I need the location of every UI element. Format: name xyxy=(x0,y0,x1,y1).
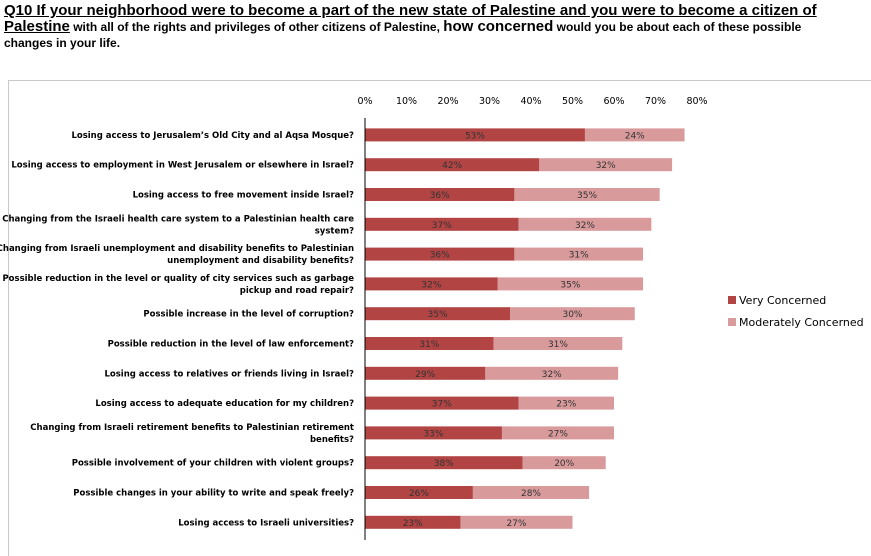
x-tick-label: 20% xyxy=(437,96,458,107)
bar-very-concerned xyxy=(365,217,519,231)
bar-very-concerned xyxy=(365,158,540,172)
category-label: Losing access to relatives or friends li… xyxy=(104,369,354,379)
data-label: 36% xyxy=(430,191,450,201)
x-tick-labels: 0% 10% 20% 30% 40% 50% 60% 70% 80% xyxy=(357,96,707,107)
bar-moderately-concerned xyxy=(518,396,614,410)
data-label: 24% xyxy=(625,131,645,141)
bar-very-concerned xyxy=(365,277,498,291)
bar-moderately-concerned xyxy=(472,486,590,499)
heading-part1: Q10 If your neighborhood were to become … xyxy=(4,2,817,19)
data-label: 32% xyxy=(421,280,441,290)
category-label: Changing from the Israeli health care sy… xyxy=(2,214,354,224)
legend-label-very: Very Concerned xyxy=(739,294,826,307)
category-label: Losing access to adequate education for … xyxy=(95,399,354,409)
category-label: Possible changes in your ability to writ… xyxy=(73,489,354,499)
chart-frame xyxy=(8,80,871,556)
x-tick-label: 60% xyxy=(603,96,624,107)
data-label: 20% xyxy=(554,459,574,469)
data-label: 27% xyxy=(506,519,526,529)
category-label: Losing access to free movement inside Is… xyxy=(133,191,354,201)
data-label: 35% xyxy=(577,191,597,201)
category-label: pickup and road repair? xyxy=(240,286,354,296)
legend-swatch-very xyxy=(728,296,736,304)
data-label: 31% xyxy=(548,340,568,350)
bar-very-concerned xyxy=(365,366,486,380)
data-label: 42% xyxy=(442,161,462,171)
data-label: 38% xyxy=(434,459,454,469)
bar-very-concerned xyxy=(365,426,502,440)
category-label: Changing from Israeli unemployment and d… xyxy=(0,244,354,254)
data-label: 37% xyxy=(432,400,452,410)
category-label: system? xyxy=(315,226,354,236)
bar-moderately-concerned xyxy=(518,217,652,231)
heading-part3: with all of the rights and privileges of… xyxy=(69,20,444,34)
bar-moderately-concerned xyxy=(514,188,660,201)
data-label: 36% xyxy=(430,251,450,261)
data-label: 31% xyxy=(419,340,439,350)
bar-moderately-concerned xyxy=(539,158,673,172)
category-label: Possible involvement of your children wi… xyxy=(72,459,354,469)
bar-very-concerned xyxy=(365,515,461,529)
question-heading: Q10 If your neighborhood were to become … xyxy=(4,3,844,51)
bar-moderately-concerned xyxy=(485,366,619,380)
bar-very-concerned xyxy=(365,337,494,350)
bar-very-concerned xyxy=(365,307,511,321)
x-tick-label: 0% xyxy=(357,96,372,107)
heading-part5: would you be about each of these possibl… xyxy=(4,20,802,50)
bar-moderately-concerned xyxy=(514,247,644,261)
data-label: 35% xyxy=(428,310,448,320)
category-labels: Losing access to Jerusalem’s Old City an… xyxy=(0,131,354,528)
bar-very-concerned xyxy=(365,188,515,201)
bar-moderately-concerned xyxy=(522,456,606,470)
legend-swatch-moderately xyxy=(728,318,736,326)
data-label: 35% xyxy=(560,280,580,290)
data-label: 28% xyxy=(521,489,541,499)
data-label: 27% xyxy=(548,429,568,439)
legend-label-moderately: Moderately Concerned xyxy=(739,316,864,329)
data-label: 29% xyxy=(415,370,435,380)
data-label: 23% xyxy=(403,519,423,529)
category-label: Losing access to Israeli universities? xyxy=(178,518,354,528)
x-tick-label: 40% xyxy=(520,96,541,107)
category-label: Possible reduction in the level of law e… xyxy=(108,340,354,350)
heading-part2: Palestine xyxy=(4,18,70,35)
x-tick-label: 50% xyxy=(562,96,583,107)
data-label: 32% xyxy=(575,221,595,231)
x-tick-label: 70% xyxy=(645,96,666,107)
x-tick-label: 10% xyxy=(396,96,417,107)
bar-moderately-concerned xyxy=(460,515,573,529)
bar-moderately-concerned xyxy=(497,277,644,291)
heading-part4: how concerned xyxy=(443,18,554,35)
data-label: 33% xyxy=(423,429,443,439)
bar-very-concerned xyxy=(365,128,585,142)
data-label: 23% xyxy=(556,400,576,410)
bar-series: 53% 24% 42% 32% 36% 35% 37% 32% 36% 31% 32% 35% 35% 3… xyxy=(365,128,685,529)
category-label: benefits? xyxy=(310,435,354,445)
data-label: 30% xyxy=(562,310,582,320)
category-label: Losing access to Jerusalem’s Old City an… xyxy=(71,131,354,141)
bar-very-concerned xyxy=(365,486,473,499)
category-label: Possible increase in the level of corrup… xyxy=(143,310,354,320)
data-label: 32% xyxy=(596,161,616,171)
bar-moderately-concerned xyxy=(501,426,614,440)
bar-moderately-concerned xyxy=(493,337,623,350)
data-label: 32% xyxy=(542,370,562,380)
data-label: 53% xyxy=(465,131,485,141)
category-label: unemployment and disability benefits? xyxy=(167,256,354,266)
data-label: 31% xyxy=(569,251,589,261)
bar-very-concerned xyxy=(365,247,515,261)
category-label: Changing from Israeli retirement benefit… xyxy=(30,423,354,433)
category-label: Losing access to employment in West Jeru… xyxy=(11,161,354,171)
x-tick-label: 30% xyxy=(479,96,500,107)
x-tick-label: 80% xyxy=(686,96,707,107)
bar-very-concerned xyxy=(365,456,523,470)
bar-very-concerned xyxy=(365,396,519,410)
category-label: Possible reduction in the level or quali… xyxy=(2,274,354,284)
data-label: 37% xyxy=(432,221,452,231)
bar-moderately-concerned xyxy=(510,307,635,321)
legend: Very Concerned Moderately Concerned xyxy=(728,294,864,329)
bar-moderately-concerned xyxy=(584,128,685,142)
data-label: 26% xyxy=(409,489,429,499)
